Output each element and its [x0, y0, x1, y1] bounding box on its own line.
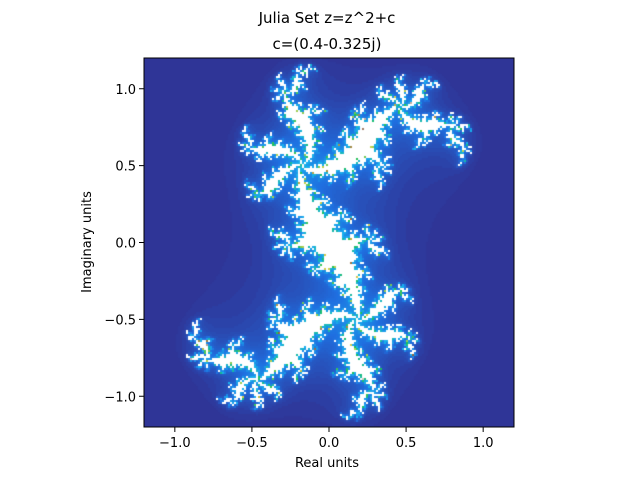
y-axis: −1.0 −0.5 0.0 0.5 1.0 — [104, 83, 144, 405]
x-axis: −1.0 −0.5 0.0 0.5 1.0 — [159, 427, 494, 451]
y-tick-label: 1.0 — [115, 83, 136, 98]
x-tick-label: −0.5 — [236, 436, 268, 451]
y-axis-label: Imaginary units — [80, 191, 95, 293]
x-tick-label: −1.0 — [159, 436, 191, 451]
chart-title: c=(0.4-0.325j) — [273, 35, 382, 53]
x-axis-label: Real units — [295, 456, 359, 471]
x-tick-label: 1.0 — [473, 436, 494, 451]
y-tick-label: 0.0 — [115, 237, 136, 252]
julia-heatmap — [144, 58, 514, 427]
x-tick-label: 0.0 — [319, 436, 340, 451]
y-tick-label: −1.0 — [104, 390, 136, 405]
chart-suptitle: Julia Set z=z^2+c — [258, 9, 396, 27]
y-tick-label: 0.5 — [115, 160, 136, 175]
x-tick-label: 0.5 — [396, 436, 417, 451]
y-tick-label: −0.5 — [104, 313, 136, 328]
plot-area — [144, 58, 514, 427]
